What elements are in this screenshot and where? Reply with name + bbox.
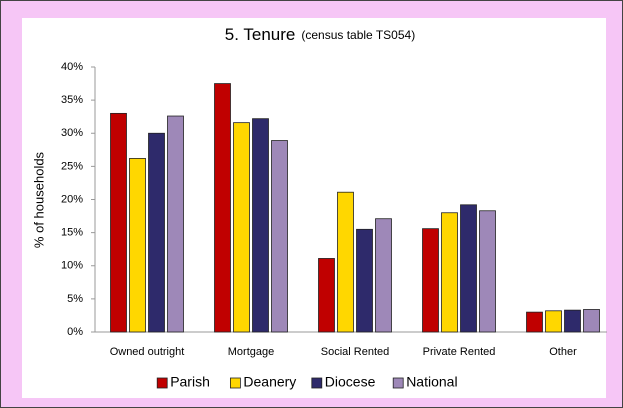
bar [318, 258, 335, 333]
bar [356, 228, 373, 333]
legend-swatch [392, 377, 404, 389]
y-axis-label: % of households [31, 151, 46, 248]
legend-swatch [156, 377, 168, 389]
chart-title: 5. Tenure [225, 25, 296, 44]
bar [441, 212, 458, 333]
bar [110, 112, 127, 333]
x-tick-label: Private Rented [423, 346, 496, 358]
bar [252, 118, 269, 333]
chart-panel [22, 18, 606, 398]
legend-label: National [406, 374, 457, 390]
y-tick-label: 40% [61, 61, 83, 73]
bar [337, 191, 354, 333]
bar [233, 122, 250, 333]
bar [583, 309, 600, 333]
legend-label: Parish [170, 374, 210, 390]
x-tick-label: Mortgage [228, 346, 274, 358]
y-tick-label: 10% [61, 260, 83, 272]
bar [214, 83, 231, 333]
bar [564, 309, 581, 333]
bar [422, 228, 439, 333]
chart-subtitle: (census table TS054) [301, 28, 415, 42]
x-tick-label: Social Rented [321, 346, 390, 358]
y-tick-label: 25% [61, 160, 83, 172]
x-tick-label: Owned outright [110, 346, 185, 358]
bar [479, 210, 496, 333]
y-tick-label: 15% [61, 227, 83, 239]
legend-swatch [229, 377, 241, 389]
bar [375, 218, 392, 333]
bar [526, 311, 543, 333]
y-tick-label: 0% [67, 326, 83, 338]
bar [129, 158, 146, 333]
bar [545, 310, 562, 333]
legend-swatch [311, 377, 323, 389]
y-tick-label: 30% [61, 127, 83, 139]
bar [460, 204, 477, 333]
bar [167, 115, 184, 333]
legend-label: Deanery [243, 374, 296, 390]
legend-label: Diocese [325, 374, 376, 390]
y-tick-label: 35% [61, 94, 83, 106]
x-tick-label: Other [549, 346, 577, 358]
bar [271, 140, 288, 333]
bar [148, 132, 165, 333]
y-tick-label: 5% [67, 293, 83, 305]
chart-title-group: 5. Tenure (census table TS054) [225, 25, 415, 44]
y-tick-label: 20% [61, 193, 83, 205]
